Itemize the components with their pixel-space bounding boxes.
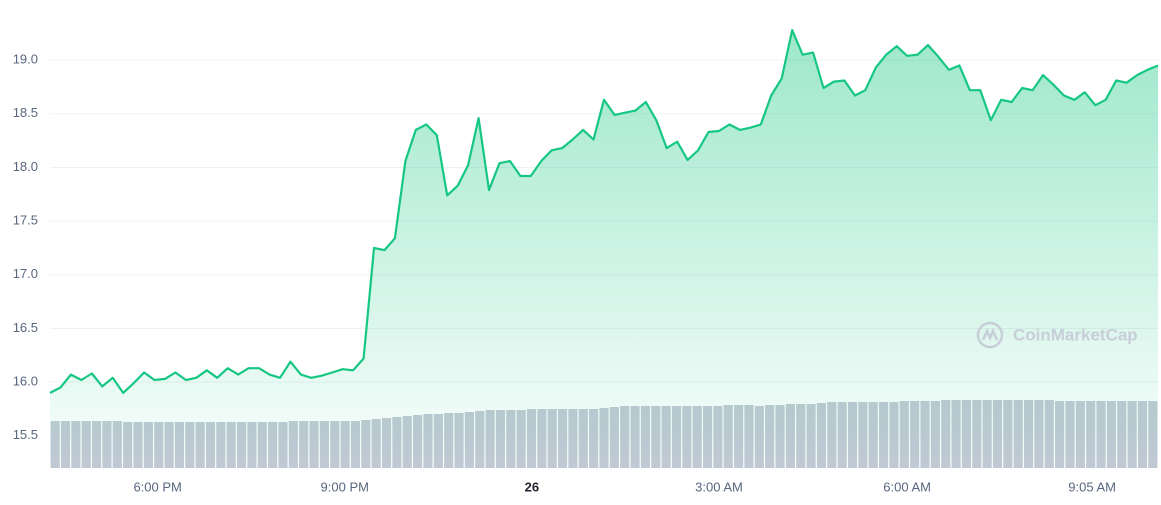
price-area: [49, 29, 1159, 468]
x-tick-label: 9:00 PM: [321, 479, 369, 494]
y-tick-label: 16.0: [13, 374, 38, 389]
watermark: CoinMarketCap: [1013, 325, 1138, 344]
axis-labels: 15.5 16.0 16.5 17.0 17.5 18.0 18.5 19.0 6:00 PM 9…: [13, 52, 1116, 495]
x-tick-label: 9:05 AM: [1068, 479, 1116, 494]
y-tick-label: 17.0: [13, 266, 38, 281]
y-tick-label: 19.0: [13, 52, 38, 67]
y-tick-label: 16.5: [13, 320, 38, 335]
price-line: [49, 29, 1159, 394]
y-tick-label: 17.5: [13, 213, 38, 228]
x-tick-label: 6:00 PM: [133, 479, 181, 494]
x-tick-label: 26: [525, 479, 539, 494]
watermark-logo: [976, 321, 1004, 349]
y-tick-label: 15.5: [13, 427, 38, 442]
x-tick-label: 3:00 AM: [695, 479, 743, 494]
x-tick-label: 6:00 AM: [883, 479, 931, 494]
price-area-fill: [50, 30, 1158, 468]
y-tick-label: 18.5: [13, 105, 38, 120]
y-tick-label: 18.0: [13, 159, 38, 174]
